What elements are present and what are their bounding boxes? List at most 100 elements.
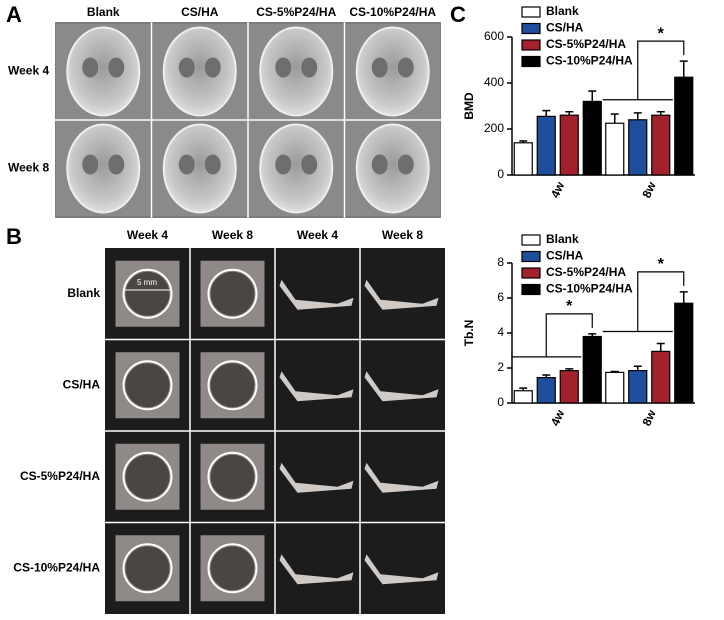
row-label: Week 8 xyxy=(8,161,49,175)
legend-swatch xyxy=(521,283,541,296)
x-tick-label: 4w xyxy=(548,407,568,428)
panel-label: A xyxy=(6,2,22,27)
legend-label: CS-5%P24/HA xyxy=(546,37,626,51)
column-header: CS-10%P24/HA xyxy=(349,5,436,19)
column-header: Week 8 xyxy=(382,228,423,242)
significance: * xyxy=(658,256,665,273)
legend-swatch xyxy=(521,234,541,246)
socket xyxy=(301,154,318,175)
row-label: CS-5%P24/HA xyxy=(20,469,100,483)
skull xyxy=(162,26,237,117)
legend-label: Blank xyxy=(546,232,579,246)
defect xyxy=(125,363,170,408)
skull xyxy=(259,26,334,117)
bone-section xyxy=(364,371,439,402)
legend-label: CS/HA xyxy=(546,249,584,263)
legend-label: CS-10%P24/HA xyxy=(546,54,633,68)
bone-section xyxy=(279,279,354,310)
panel-label: B xyxy=(6,224,22,249)
defect xyxy=(210,546,255,591)
defect-outline xyxy=(207,451,258,502)
defect-outline xyxy=(122,360,173,411)
bar xyxy=(674,302,694,404)
panel-label: C xyxy=(450,2,466,27)
bar xyxy=(628,370,648,404)
bar xyxy=(559,114,579,176)
legend-label: Blank xyxy=(546,4,579,18)
socket xyxy=(204,154,221,175)
defect-outline xyxy=(122,543,173,594)
row-label: CS/HA xyxy=(63,377,101,391)
defect-outline xyxy=(122,268,173,319)
legend-swatch xyxy=(521,55,541,68)
bone-section xyxy=(364,279,439,310)
socket xyxy=(108,57,125,78)
column-header: Week 4 xyxy=(127,228,168,242)
bar xyxy=(559,370,579,404)
y-tick-label: 0 xyxy=(497,395,504,409)
bar xyxy=(513,390,533,404)
bone-section xyxy=(364,462,439,493)
socket xyxy=(301,57,318,78)
socket xyxy=(397,154,414,175)
bar xyxy=(513,142,533,176)
defect xyxy=(125,546,170,591)
bar xyxy=(674,76,694,176)
scale-label: 5 mm xyxy=(137,278,157,287)
bone-section xyxy=(364,554,439,585)
defect xyxy=(210,454,255,499)
column-header: Week 8 xyxy=(212,228,253,242)
x-tick-label: 4w xyxy=(548,179,568,200)
bracket xyxy=(545,313,593,357)
bar xyxy=(628,119,648,176)
y-tick-label: 200 xyxy=(484,121,504,135)
skull xyxy=(259,123,334,214)
y-axis-label: BMD xyxy=(462,92,476,120)
y-tick-label: 2 xyxy=(497,360,504,374)
bar xyxy=(582,100,602,176)
bar xyxy=(605,371,625,404)
image-panels xyxy=(55,22,445,614)
socket xyxy=(371,57,388,78)
legend-swatch xyxy=(521,267,541,279)
bracket xyxy=(637,40,685,100)
legend-swatch xyxy=(521,6,541,18)
skull xyxy=(355,123,430,214)
bar xyxy=(582,335,602,404)
bar xyxy=(536,115,556,176)
bracket xyxy=(637,271,685,332)
socket xyxy=(397,57,414,78)
skull xyxy=(355,26,430,117)
y-tick-label: 4 xyxy=(497,325,504,339)
defect-outline xyxy=(122,451,173,502)
column-header: CS/HA xyxy=(181,5,219,19)
x-tick-label: 8w xyxy=(639,407,659,428)
defect xyxy=(125,454,170,499)
socket xyxy=(82,57,99,78)
row-label: Week 4 xyxy=(8,64,49,78)
legend-swatch xyxy=(521,22,541,35)
defect xyxy=(125,271,170,316)
socket xyxy=(371,154,388,175)
legend-label: CS/HA xyxy=(546,21,584,35)
significance: * xyxy=(658,25,665,42)
x-tick-label: 8w xyxy=(639,179,659,200)
defect-outline xyxy=(207,268,258,319)
bar xyxy=(651,350,671,404)
skull xyxy=(66,26,141,117)
row-label: CS-10%P24/HA xyxy=(13,560,100,574)
y-tick-label: 0 xyxy=(497,167,504,181)
socket xyxy=(275,154,292,175)
legend-label: CS-10%P24/HA xyxy=(546,282,633,296)
defect-outline xyxy=(207,543,258,594)
defect xyxy=(210,271,255,316)
y-tick-label: 400 xyxy=(484,75,504,89)
legend-label: CS-5%P24/HA xyxy=(546,265,626,279)
socket xyxy=(178,57,195,78)
socket xyxy=(204,57,221,78)
column-header: Blank xyxy=(87,5,120,19)
defect xyxy=(210,363,255,408)
bone-section xyxy=(279,462,354,493)
y-tick-label: 600 xyxy=(484,29,504,43)
